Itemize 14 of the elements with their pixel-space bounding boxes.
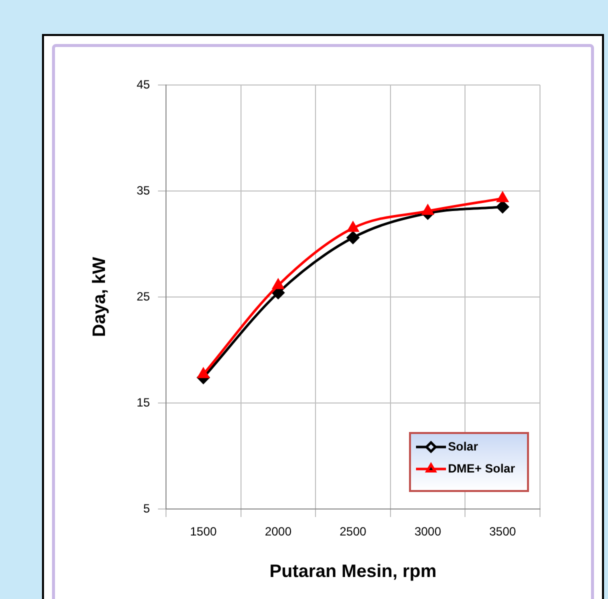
y-tick-label: 45 — [136, 77, 150, 92]
legend-label: Solar — [448, 439, 478, 454]
y-tick-label: 35 — [136, 183, 150, 198]
x-tick-label: 3500 — [489, 524, 516, 539]
y-tick-label: 5 — [143, 501, 150, 516]
y-axis-title: Daya, kW — [88, 256, 109, 338]
x-tick-label: 1500 — [190, 524, 218, 539]
x-tick-label: 2500 — [340, 524, 367, 539]
y-tick-label: 15 — [136, 395, 150, 410]
x-axis-title: Putaran Mesin, rpm — [269, 561, 436, 582]
legend-label: DME+ Solar — [448, 461, 516, 476]
y-tick-label: 25 — [136, 289, 150, 304]
x-tick-label: 3000 — [414, 524, 442, 539]
x-tick-label: 2000 — [264, 524, 292, 539]
